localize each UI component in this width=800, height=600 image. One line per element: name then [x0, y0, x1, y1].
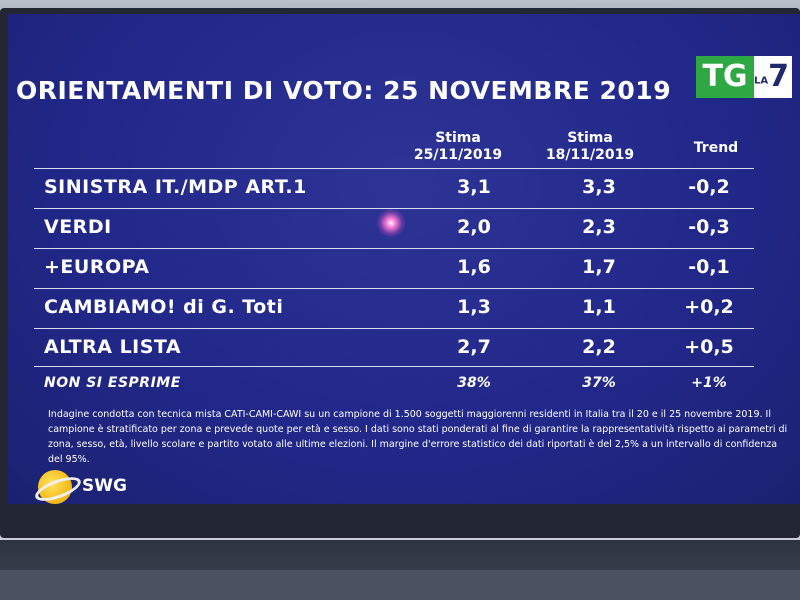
- trend-value: -0,2: [688, 176, 730, 198]
- estimate-previous: 3,3: [582, 176, 616, 198]
- tg-la7-logo: TG LA7: [696, 56, 792, 100]
- estimate-current: 1,3: [457, 296, 491, 318]
- column-header-stima-18: Stima 18/11/2019: [530, 130, 650, 164]
- logo-la: LA: [754, 75, 769, 87]
- column-header-stima-25: Stima 25/11/2019: [398, 130, 518, 164]
- tv-stand-base: [0, 540, 800, 600]
- column-header-line: Trend: [693, 140, 739, 156]
- column-header-line: 18/11/2019: [545, 147, 635, 163]
- logo-la7: LA7: [754, 56, 792, 98]
- estimate-previous: 2,3: [582, 216, 616, 238]
- estimate-previous: 1,7: [582, 256, 616, 278]
- swg-globe-icon: [38, 470, 72, 504]
- estimate-current: 38%: [457, 375, 491, 391]
- estimate-previous: 2,2: [582, 336, 616, 358]
- column-header-line: Stima: [435, 130, 481, 146]
- estimate-current: 2,0: [457, 216, 491, 238]
- logo-seven: 7: [768, 59, 789, 94]
- logo-tg: TG: [696, 56, 754, 98]
- estimate-current: 3,1: [457, 176, 491, 198]
- party-name: CAMBIAMO! di G. Toti: [44, 296, 284, 318]
- party-name: ALTRA LISTA: [44, 336, 182, 358]
- estimate-previous: 37%: [582, 375, 616, 391]
- trend-value: +1%: [691, 375, 727, 391]
- trend-value: -0,1: [688, 256, 730, 278]
- tv-screen: [8, 14, 800, 504]
- estimate-current: 2,7: [457, 336, 491, 358]
- swg-logo-text: SWG: [82, 476, 127, 496]
- table-row: ALTRA LISTA 2,7 2,2 +0,5: [34, 328, 754, 367]
- party-name: SINISTRA IT./MDP ART.1: [44, 176, 307, 198]
- light-glare: [376, 208, 406, 238]
- column-header-trend: Trend: [676, 140, 756, 157]
- column-header-line: Stima: [567, 130, 613, 146]
- trend-value: -0,3: [688, 216, 730, 238]
- table-row: NON SI ESPRIME 38% 37% +1%: [34, 366, 754, 405]
- trend-value: +0,2: [684, 296, 734, 318]
- table-row: CAMBIAMO! di G. Toti 1,3 1,1 +0,2: [34, 288, 754, 327]
- trend-value: +0,5: [684, 336, 734, 358]
- methodology-note: Indagine condotta con tecnica mista CATI…: [48, 409, 788, 465]
- party-name: VERDI: [44, 216, 112, 238]
- column-header-line: 25/11/2019: [413, 147, 503, 163]
- table-row: +EUROPA 1,6 1,7 -0,1: [34, 248, 754, 287]
- party-name: +EUROPA: [44, 256, 150, 278]
- page-title: ORIENTAMENTI DI VOTO: 25 NOVEMBRE 2019: [16, 76, 672, 105]
- table-row: VERDI 2,0 2,3 -0,3: [34, 208, 754, 247]
- floor-strip: [0, 570, 800, 600]
- table-row: SINISTRA IT./MDP ART.1 3,1 3,3 -0,2: [34, 168, 754, 207]
- estimate-current: 1,6: [457, 256, 491, 278]
- party-name: NON SI ESPRIME: [44, 375, 181, 391]
- estimate-previous: 1,1: [582, 296, 616, 318]
